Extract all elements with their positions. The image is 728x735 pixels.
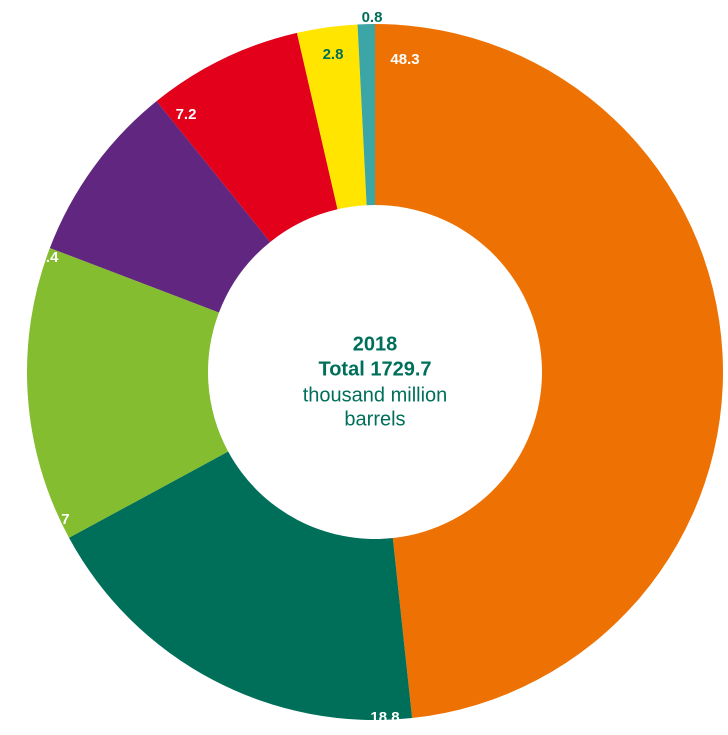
data-label: 18.8 [370, 709, 399, 726]
slice [68, 451, 413, 720]
data-label: 48.3 [390, 51, 419, 68]
center-total: Total 1729.7 [318, 358, 431, 380]
slice [375, 24, 723, 719]
data-label: 0.8 [362, 9, 383, 26]
slice [156, 32, 338, 242]
slice [49, 101, 271, 313]
slice [26, 247, 229, 538]
slices [26, 24, 723, 720]
slice [296, 24, 367, 210]
center-unit: barrels [344, 408, 405, 430]
center-year: 2018 [353, 333, 398, 355]
data-label: 2.8 [323, 46, 344, 63]
data-label: 7.2 [176, 106, 197, 123]
data-label: 8.4 [38, 249, 60, 266]
slice [357, 24, 375, 206]
data-label: 13.7 [40, 511, 69, 528]
center-unit: thousand million [303, 384, 448, 406]
